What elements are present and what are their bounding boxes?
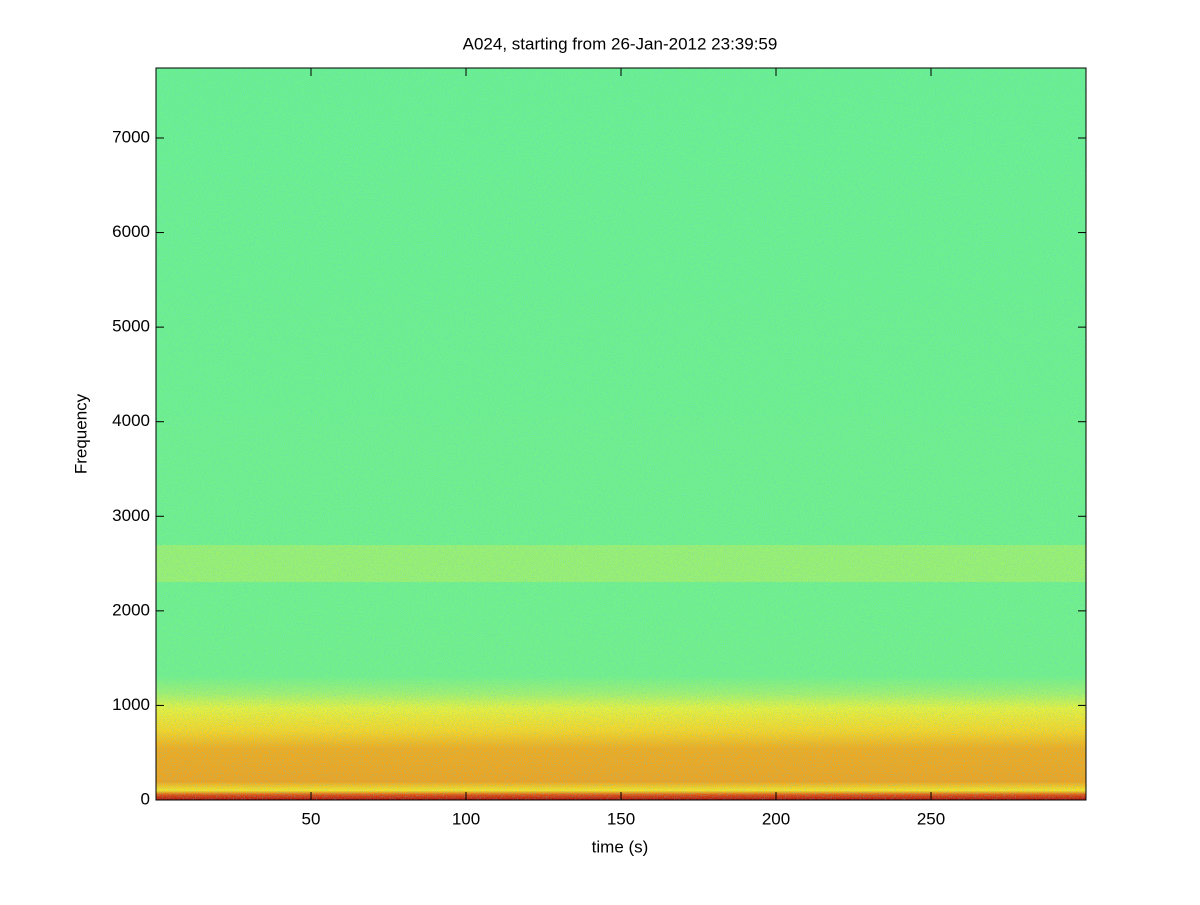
y-tick-label: 2000 [112,600,150,619]
y-tick-label: 1000 [112,695,150,714]
chart-title: A024, starting from 26-Jan-2012 23:39:59 [463,34,778,53]
x-tick-label: 50 [302,809,321,828]
x-tick-label: 150 [607,809,635,828]
y-tick-label: 6000 [112,222,150,241]
y-axis-label: Frequency [71,393,90,474]
y-tick-label: 5000 [112,317,150,336]
spectrogram-image [155,67,1087,801]
y-tick-label: 3000 [112,506,150,525]
x-tick-label: 100 [452,809,480,828]
noise-texture [156,68,1086,800]
x-tick-label: 250 [917,809,945,828]
y-tick-label: 0 [141,789,150,808]
x-tick-label: 200 [762,809,790,828]
y-tick-label: 4000 [112,411,150,430]
y-tick-label: 7000 [112,127,150,146]
x-axis-label: time (s) [592,837,649,856]
